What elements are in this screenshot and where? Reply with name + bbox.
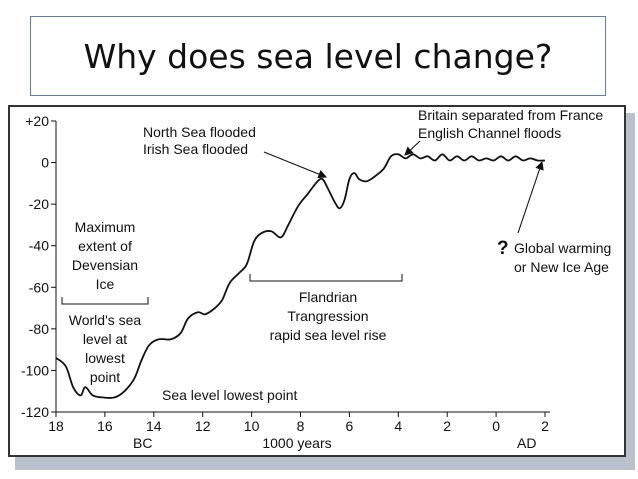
y-tick-label: -80 bbox=[29, 321, 49, 337]
x-tick-label: 12 bbox=[195, 418, 211, 434]
x-axis-label: 1000 years bbox=[262, 435, 331, 451]
x-tick-label: 6 bbox=[346, 418, 354, 434]
flandrian-bracket bbox=[249, 274, 403, 282]
annotation-lowest-line-1: World's sea bbox=[69, 312, 142, 328]
annotation-sea-level-lowest: Sea level lowest point bbox=[162, 387, 298, 403]
annotation-devensian-line-3: Devensian bbox=[72, 257, 138, 273]
x-tick-label: 2 bbox=[443, 418, 451, 434]
annotation-north-sea-line-1: North Sea flooded bbox=[143, 124, 256, 140]
annotation-future-line-1: Global warming bbox=[514, 240, 611, 256]
annotation-future: ? Global warming or New Ice Age bbox=[497, 160, 611, 275]
x-tick-label: 8 bbox=[297, 418, 305, 434]
annotation-devensian-line-1: Maximum bbox=[75, 219, 136, 235]
annotation-future-line-2: or New Ice Age bbox=[514, 259, 609, 275]
devensian-bracket bbox=[61, 297, 149, 305]
annotation-devensian-ice: Maximum extent of Devensian Ice bbox=[61, 219, 149, 305]
annotation-lowest-line-2: level at bbox=[83, 331, 127, 347]
annotation-lowest-line-4: point bbox=[90, 369, 120, 385]
x-tick-label: 14 bbox=[146, 418, 162, 434]
annotation-north-sea-arrow bbox=[263, 151, 328, 179]
annotation-question-mark: ? bbox=[497, 238, 509, 259]
annotation-flandrian-line-3: rapid sea level rise bbox=[270, 327, 387, 343]
annotation-devensian-line-2: extent of bbox=[78, 238, 132, 254]
y-tick-label: 0 bbox=[41, 155, 49, 171]
y-tick-label: -60 bbox=[29, 279, 49, 295]
y-tick-label: -120 bbox=[21, 404, 49, 420]
x-tick-label: 0 bbox=[492, 418, 500, 434]
x-tick-label: 2 bbox=[541, 418, 549, 434]
annotation-devensian-line-4: Ice bbox=[96, 276, 115, 292]
x-tick-label: 16 bbox=[97, 418, 113, 434]
y-tick-label: -40 bbox=[29, 238, 49, 254]
era-label-ad: AD bbox=[517, 435, 536, 451]
sea-level-chart: +20 0 -20 -40 -60 -80 -100 -120 18 16 14 12 10 8 6 4 2 0… bbox=[21, 107, 611, 451]
y-tick-label: +20 bbox=[25, 113, 49, 129]
annotation-britain-arrow bbox=[404, 140, 421, 156]
annotation-north-sea: North Sea flooded Irish Sea flooded bbox=[143, 124, 328, 179]
y-tick-label: -100 bbox=[21, 362, 49, 378]
chart-frame: +20 0 -20 -40 -60 -80 -100 -120 18 16 14 12 10 8 6 4 2 0… bbox=[8, 105, 626, 457]
annotation-flandrian-line-1: Flandrian bbox=[299, 289, 357, 305]
y-tick-label: -20 bbox=[29, 196, 49, 212]
annotation-north-sea-line-2: Irish Sea flooded bbox=[143, 141, 248, 157]
annotation-future-arrow bbox=[517, 160, 544, 234]
era-label-bc: BC bbox=[133, 435, 152, 451]
x-tick-label: 18 bbox=[48, 418, 64, 434]
annotation-lowest-point-box: World's sea level at lowest point bbox=[69, 312, 142, 385]
x-tick-label: 10 bbox=[244, 418, 260, 434]
x-tick-label: 4 bbox=[394, 418, 402, 434]
annotation-flandrian: Flandrian Trangression rapid sea level r… bbox=[249, 274, 403, 343]
title-box: Why does sea level change? bbox=[30, 16, 606, 96]
annotation-britain: Britain separated from France English Ch… bbox=[404, 107, 603, 156]
annotation-flandrian-line-2: Trangression bbox=[287, 308, 368, 324]
slide-title: Why does sea level change? bbox=[83, 36, 553, 76]
annotation-britain-line-1: Britain separated from France bbox=[418, 107, 603, 123]
annotation-britain-line-2: English Channel floods bbox=[418, 125, 561, 141]
annotation-lowest-line-3: lowest bbox=[85, 350, 125, 366]
sea-level-line bbox=[55, 153, 546, 399]
